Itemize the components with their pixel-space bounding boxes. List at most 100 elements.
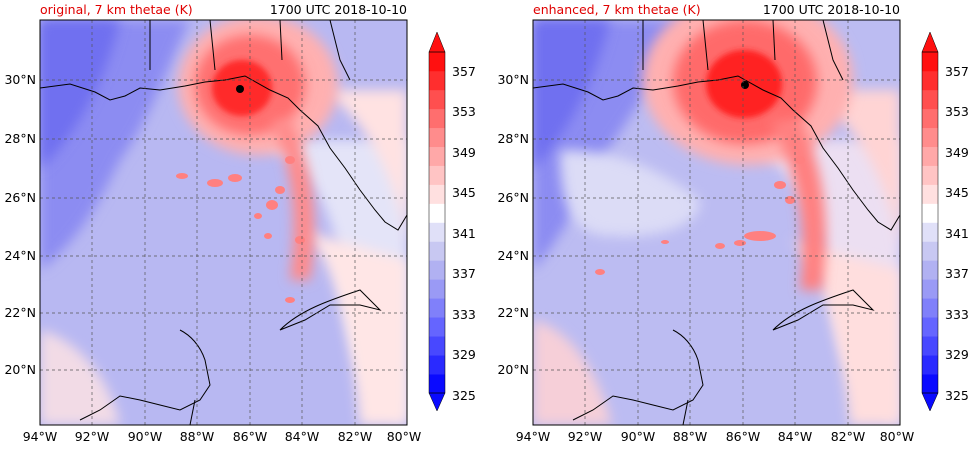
map-area bbox=[39, 19, 408, 426]
colorbar-tick: 357 bbox=[452, 64, 476, 79]
colorbar-segment bbox=[922, 203, 938, 223]
colorbar-tick: 345 bbox=[452, 185, 476, 200]
storm-center-marker bbox=[741, 81, 749, 89]
lat-label: 20°N bbox=[4, 362, 36, 377]
colorbar-segment bbox=[922, 108, 938, 129]
colorbar-tick: 325 bbox=[945, 388, 969, 403]
lon-label: 84°W bbox=[778, 429, 813, 444]
colorbar-extend-min bbox=[428, 392, 446, 412]
colorbar-segment bbox=[429, 374, 445, 394]
lat-label: 28°N bbox=[4, 131, 36, 146]
graticule bbox=[40, 20, 407, 425]
lon-label: 82°W bbox=[831, 429, 866, 444]
colorbar-segment bbox=[429, 108, 445, 129]
lat-label: 22°N bbox=[497, 305, 529, 320]
convective-cells bbox=[176, 156, 305, 303]
colorbar-tick: 329 bbox=[452, 347, 476, 362]
lon-label: 92°W bbox=[75, 429, 110, 444]
colorbar-tick: 349 bbox=[945, 145, 969, 160]
lon-labels: 94°W 92°W 90°W 88°W 86°W 84°W 82°W 80°W bbox=[516, 429, 915, 444]
colorbar-tick: 329 bbox=[945, 347, 969, 362]
colorbar-tick: 349 bbox=[452, 145, 476, 160]
colorbar-segment bbox=[429, 336, 445, 356]
colorbar-ticks: 357 353 349 345 341 337 333 329 325 bbox=[452, 64, 476, 403]
colorbar-tick: 333 bbox=[452, 307, 476, 322]
colorbar-tick: 345 bbox=[945, 185, 969, 200]
lat-label: 30°N bbox=[497, 72, 529, 87]
colorbar-ticks: 357 353 349 345 341 337 333 329 325 bbox=[945, 64, 969, 403]
colorbar-segment bbox=[922, 355, 938, 375]
colorbar: 357 353 349 345 341 337 333 329 325 bbox=[921, 31, 969, 412]
lat-label: 26°N bbox=[497, 190, 529, 205]
colorbar-segments bbox=[428, 31, 446, 412]
colorbar-tick: 353 bbox=[452, 104, 476, 119]
lon-label: 86°W bbox=[726, 429, 761, 444]
lat-label: 22°N bbox=[4, 305, 36, 320]
colorbar-segment bbox=[922, 89, 938, 110]
lat-label: 30°N bbox=[4, 72, 36, 87]
panel-time: 1700 UTC 2018-10-10 bbox=[270, 2, 407, 17]
lon-label: 84°W bbox=[285, 429, 320, 444]
lat-label: 28°N bbox=[497, 131, 529, 146]
colorbar-segments bbox=[921, 31, 939, 412]
colorbar-segment bbox=[922, 70, 938, 91]
lat-label: 20°N bbox=[497, 362, 529, 377]
colorbar-segment bbox=[922, 127, 938, 148]
colorbar-segment bbox=[429, 298, 445, 318]
colorbar-segment bbox=[922, 222, 938, 242]
colorbar-frame bbox=[428, 51, 446, 394]
coastlines bbox=[40, 20, 407, 425]
colorbar-segment bbox=[922, 184, 938, 204]
colorbar-segment bbox=[922, 336, 938, 356]
colorbar-tick: 341 bbox=[452, 226, 476, 241]
convective-cells bbox=[595, 156, 805, 275]
colorbar-segment bbox=[429, 317, 445, 337]
colorbar-tick: 325 bbox=[452, 388, 476, 403]
colorbar-segment bbox=[922, 298, 938, 318]
colorbar-tick: 333 bbox=[945, 307, 969, 322]
colorbar-segment bbox=[429, 146, 445, 166]
lon-label: 80°W bbox=[387, 429, 422, 444]
colorbar-extend-min bbox=[921, 392, 939, 412]
graticule bbox=[533, 20, 900, 425]
colorbar-segment bbox=[922, 374, 938, 394]
lat-label: 24°N bbox=[4, 248, 36, 263]
panel-title: original, 7 km thetae (K) bbox=[40, 2, 193, 17]
lon-label: 88°W bbox=[673, 429, 708, 444]
colorbar-tick: 341 bbox=[945, 226, 969, 241]
lon-labels: 94°W 92°W 90°W 88°W 86°W 84°W 82°W 80°W bbox=[23, 429, 422, 444]
lon-label: 86°W bbox=[233, 429, 268, 444]
colorbar-segment bbox=[922, 146, 938, 166]
colorbar-segment bbox=[429, 52, 445, 72]
colorbar-tick: 353 bbox=[945, 104, 969, 119]
panel-title: enhanced, 7 km thetae (K) bbox=[533, 2, 701, 17]
colorbar-extend-max bbox=[921, 31, 939, 53]
colorbar-segment bbox=[429, 184, 445, 204]
storm-center-marker bbox=[236, 85, 244, 93]
colorbar-segment bbox=[429, 241, 445, 261]
colorbar-segment bbox=[922, 241, 938, 261]
colorbar-segment bbox=[429, 165, 445, 185]
coastlines bbox=[533, 20, 900, 425]
colorbar-segment bbox=[429, 279, 445, 299]
lat-label: 26°N bbox=[4, 190, 36, 205]
panel-original: original, 7 km thetae (K) 1700 UTC 2018-… bbox=[4, 2, 475, 444]
lon-label: 94°W bbox=[516, 429, 551, 444]
colorbar-tick: 337 bbox=[945, 266, 969, 281]
lon-label: 94°W bbox=[23, 429, 58, 444]
lon-label: 90°W bbox=[621, 429, 656, 444]
colorbar-extend-max bbox=[428, 31, 446, 53]
colorbar-segment bbox=[429, 203, 445, 223]
lon-label: 90°W bbox=[128, 429, 163, 444]
colorbar-tick: 337 bbox=[452, 266, 476, 281]
colorbar-segment bbox=[922, 260, 938, 280]
lon-label: 92°W bbox=[568, 429, 603, 444]
lon-label: 80°W bbox=[880, 429, 915, 444]
colorbar-segment bbox=[429, 89, 445, 110]
lon-label: 88°W bbox=[180, 429, 215, 444]
colorbar-tick: 357 bbox=[945, 64, 969, 79]
lon-label: 82°W bbox=[338, 429, 373, 444]
colorbar: 357 353 349 345 341 337 333 329 325 bbox=[428, 31, 476, 412]
colorbar-segment bbox=[429, 127, 445, 148]
